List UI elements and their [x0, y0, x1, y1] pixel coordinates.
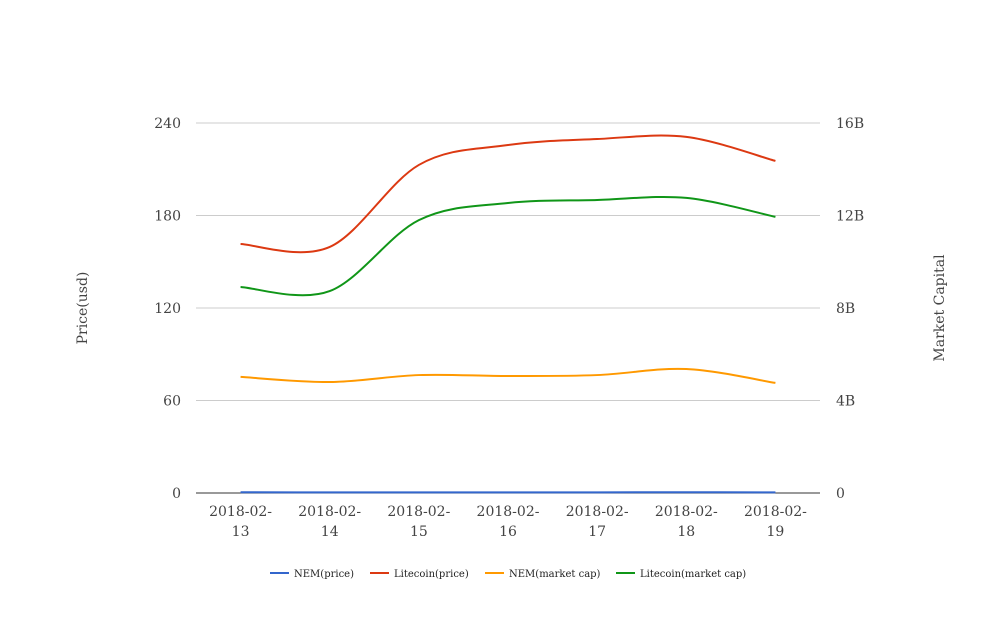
- left-tick-label: 180: [154, 209, 181, 225]
- x-tick-label: 2018-02-14: [298, 504, 361, 540]
- x-tick-label: 2018-02-15: [387, 504, 450, 540]
- x-tick-label: 2018-02-13: [209, 504, 272, 540]
- series-line-litecoin-market-cap-: [241, 197, 776, 295]
- left-tick-label: 60: [163, 394, 181, 410]
- left-tick-label: 120: [154, 301, 181, 317]
- right-tick-label: 8B: [836, 301, 855, 317]
- x-tick-label: 2018-02-16: [477, 504, 540, 540]
- x-tick-label: 2018-02-17: [566, 504, 629, 540]
- series-line-nem-market-cap-: [241, 369, 776, 383]
- right-axis-title: Market Capital: [932, 254, 948, 362]
- right-tick-label: 12B: [836, 209, 864, 225]
- left-axis-title: Price(usd): [75, 272, 91, 345]
- right-tick-label: 4B: [836, 394, 855, 410]
- series-line-litecoin-price-: [241, 135, 776, 252]
- x-tick-label: 2018-02-19: [744, 504, 807, 540]
- left-tick-label: 0: [172, 486, 181, 502]
- legend-label: Litecoin(market cap): [640, 569, 746, 580]
- x-tick-label: 2018-02-18: [655, 504, 718, 540]
- left-tick-label: 240: [154, 116, 181, 132]
- legend-label: NEM(market cap): [509, 569, 601, 580]
- legend-label: Litecoin(price): [394, 569, 469, 580]
- right-tick-label: 16B: [836, 116, 864, 132]
- right-tick-label: 0: [836, 486, 845, 502]
- legend-label: NEM(price): [294, 569, 354, 580]
